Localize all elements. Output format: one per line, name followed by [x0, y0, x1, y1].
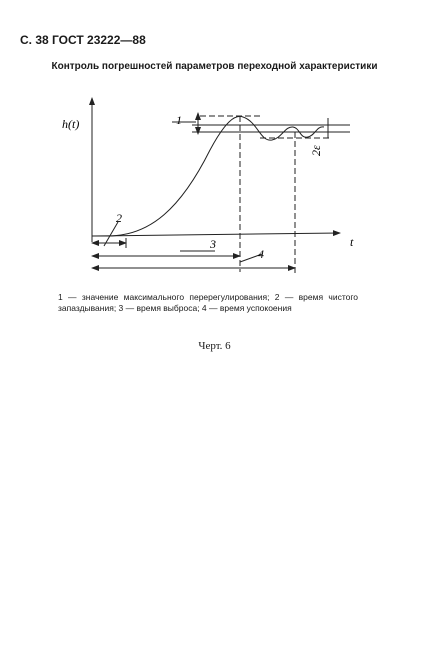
label-3: 3	[209, 237, 216, 251]
x-axis-label: t	[350, 235, 354, 249]
label-1: 1	[176, 113, 182, 127]
label-2e: 2ε	[309, 145, 323, 156]
figure-number: Черт. 6	[198, 340, 231, 352]
page-header: С. 38 ГОСТ 23222—88	[20, 33, 146, 47]
leader-2	[103, 221, 119, 247]
x-axis	[91, 230, 341, 237]
leader-4	[239, 253, 263, 263]
diagram: h(t) t 1 2 3 4 2ε	[62, 97, 354, 274]
label-2: 2	[116, 211, 122, 225]
y-axis-label: h(t)	[62, 117, 79, 131]
figure-caption: 1 — значение максимального перерегулиров…	[58, 292, 358, 313]
label-4: 4	[258, 247, 264, 261]
response-curve	[92, 115, 325, 237]
title: Контроль погрешностей параметров переход…	[51, 61, 378, 72]
